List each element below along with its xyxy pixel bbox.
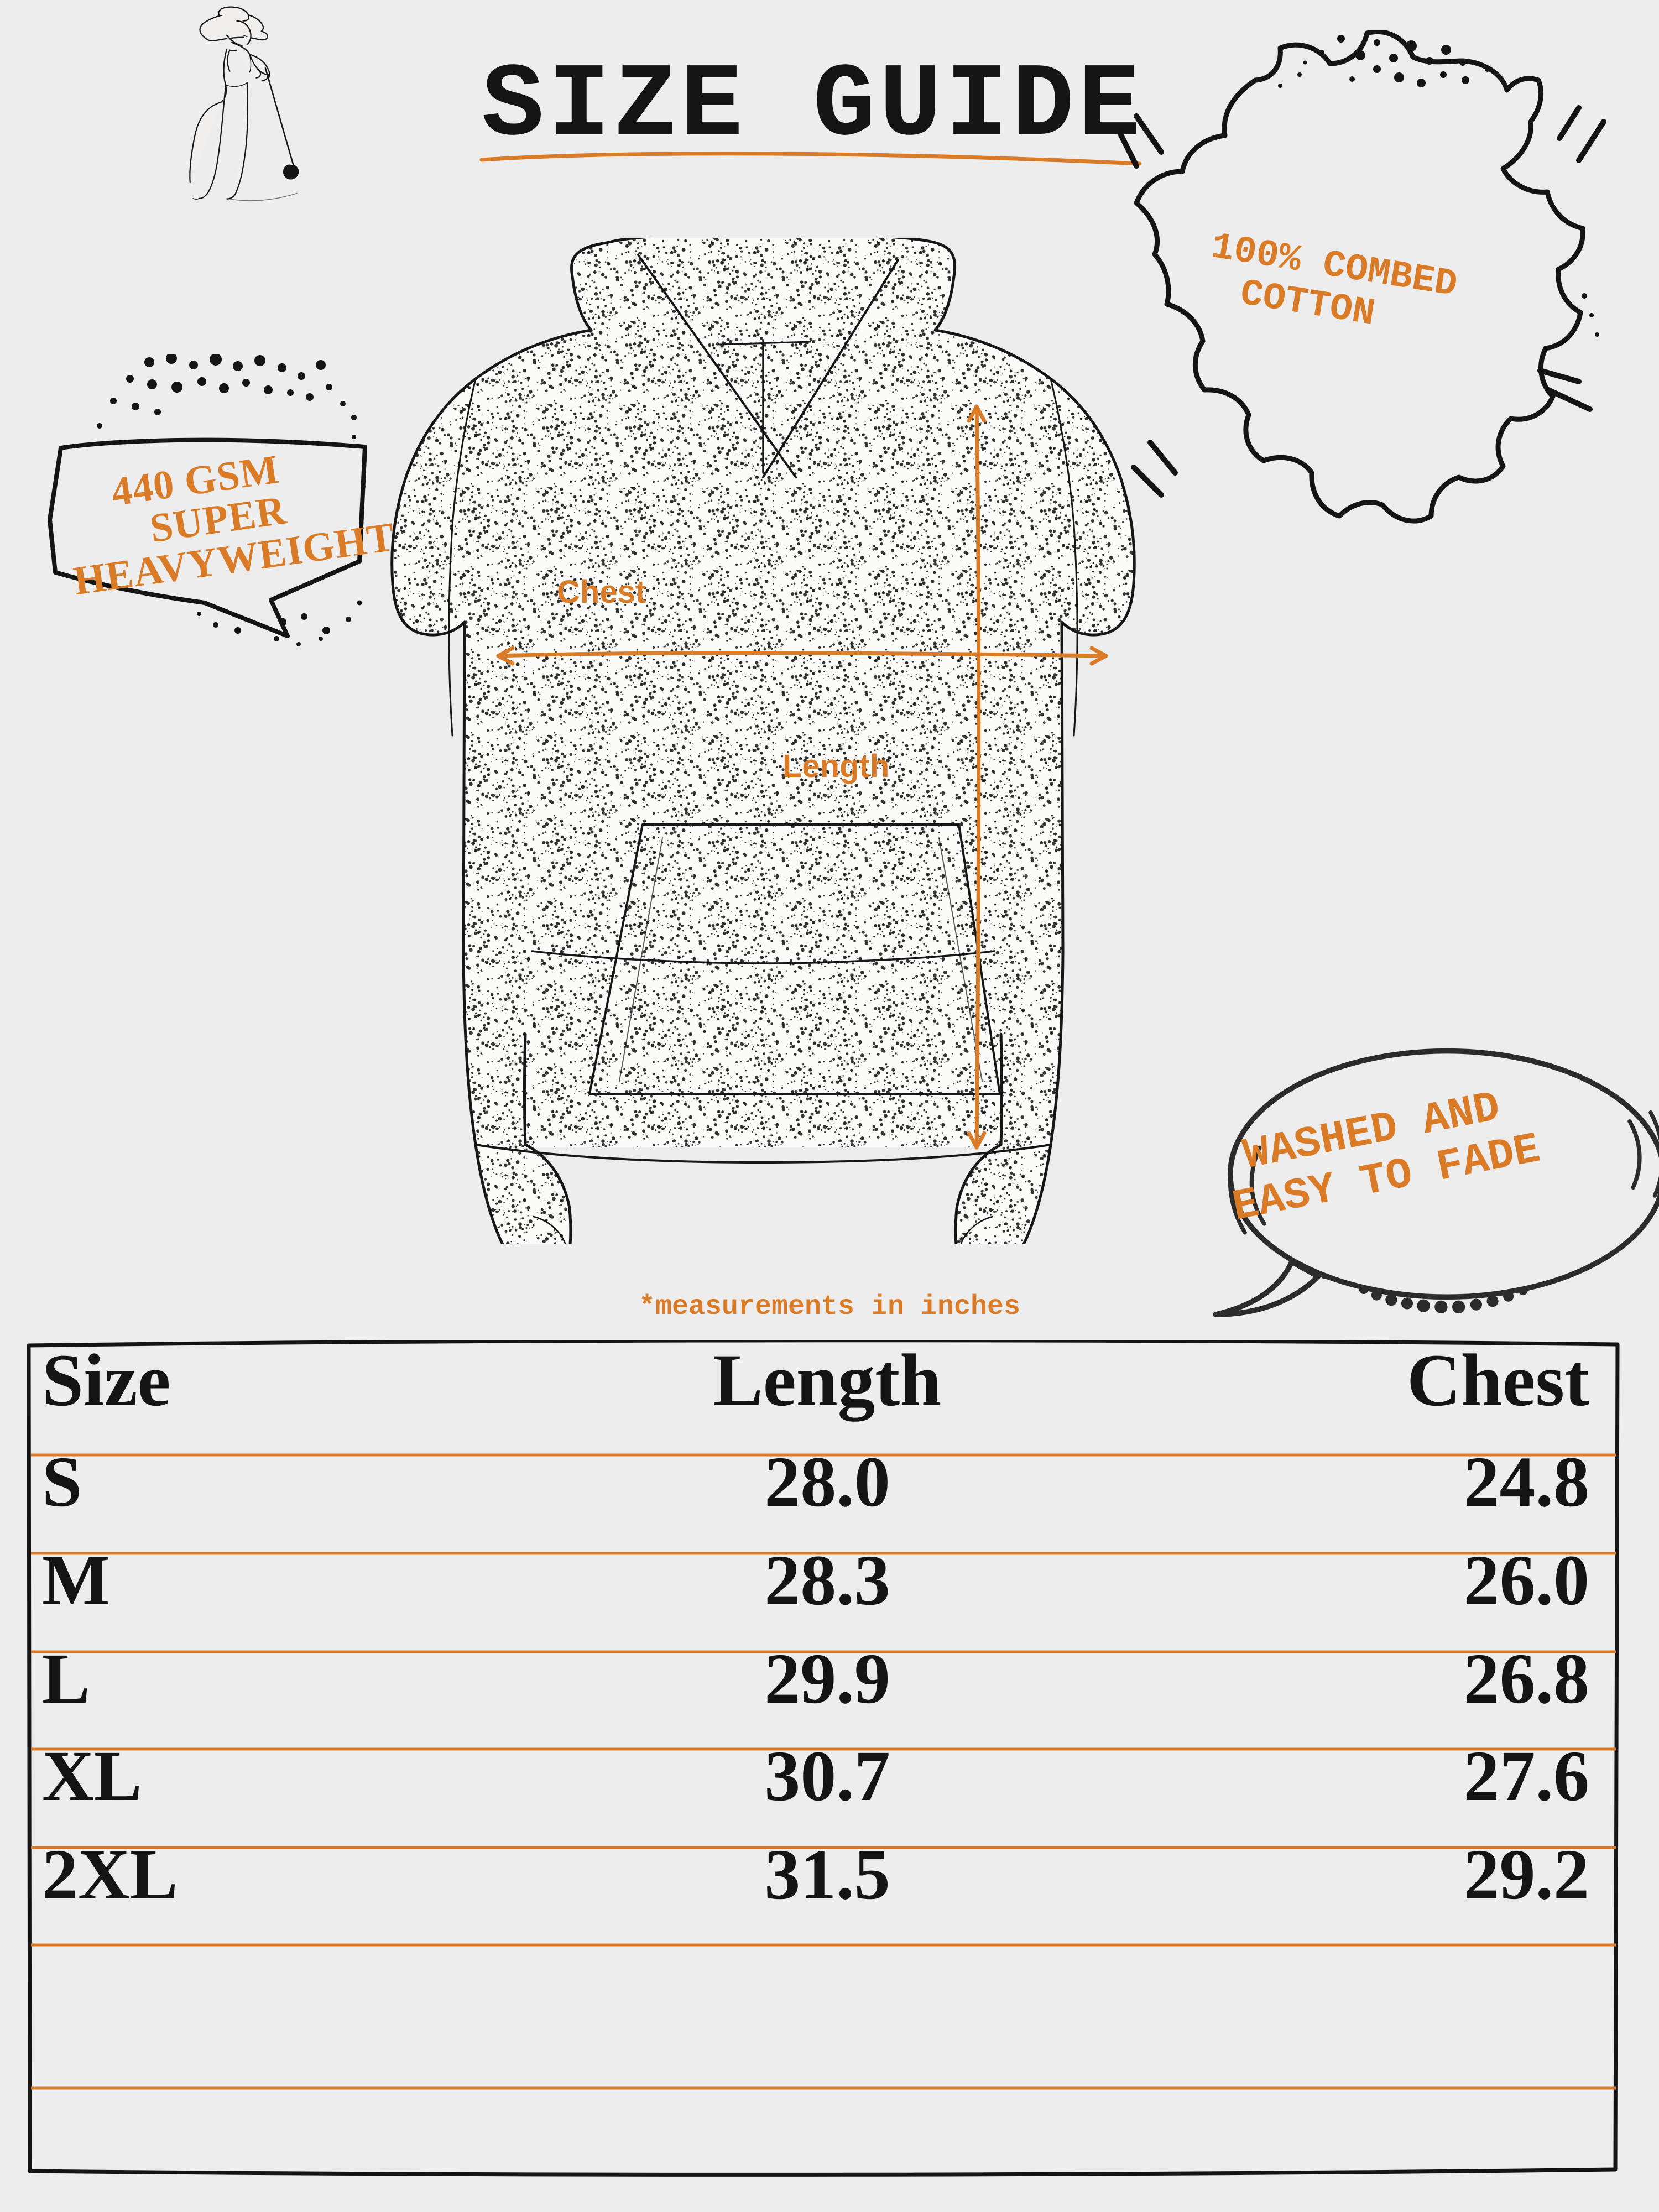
- svg-text:Length: Length: [782, 748, 889, 784]
- svg-text:S: S: [42, 1442, 82, 1522]
- svg-text:30.7: 30.7: [764, 1736, 890, 1816]
- svg-text:24.8: 24.8: [1464, 1442, 1590, 1522]
- svg-text:29.9: 29.9: [764, 1639, 890, 1719]
- svg-text:28.3: 28.3: [764, 1541, 890, 1620]
- svg-text:31.5: 31.5: [764, 1835, 890, 1914]
- svg-text:28.0: 28.0: [764, 1442, 890, 1522]
- svg-text:Size: Size: [42, 1340, 170, 1422]
- svg-text:27.6: 27.6: [1464, 1736, 1590, 1816]
- svg-text:Chest: Chest: [1407, 1340, 1589, 1422]
- svg-text:L: L: [42, 1639, 90, 1719]
- svg-text:2XL: 2XL: [42, 1835, 178, 1914]
- svg-text:Chest: Chest: [557, 574, 646, 610]
- svg-text:26.8: 26.8: [1464, 1639, 1590, 1719]
- svg-text:XL: XL: [42, 1736, 142, 1816]
- svg-text:M: M: [42, 1541, 110, 1620]
- svg-text:26.0: 26.0: [1464, 1541, 1590, 1620]
- svg-text:Length: Length: [713, 1340, 942, 1422]
- svg-text:29.2: 29.2: [1464, 1835, 1590, 1914]
